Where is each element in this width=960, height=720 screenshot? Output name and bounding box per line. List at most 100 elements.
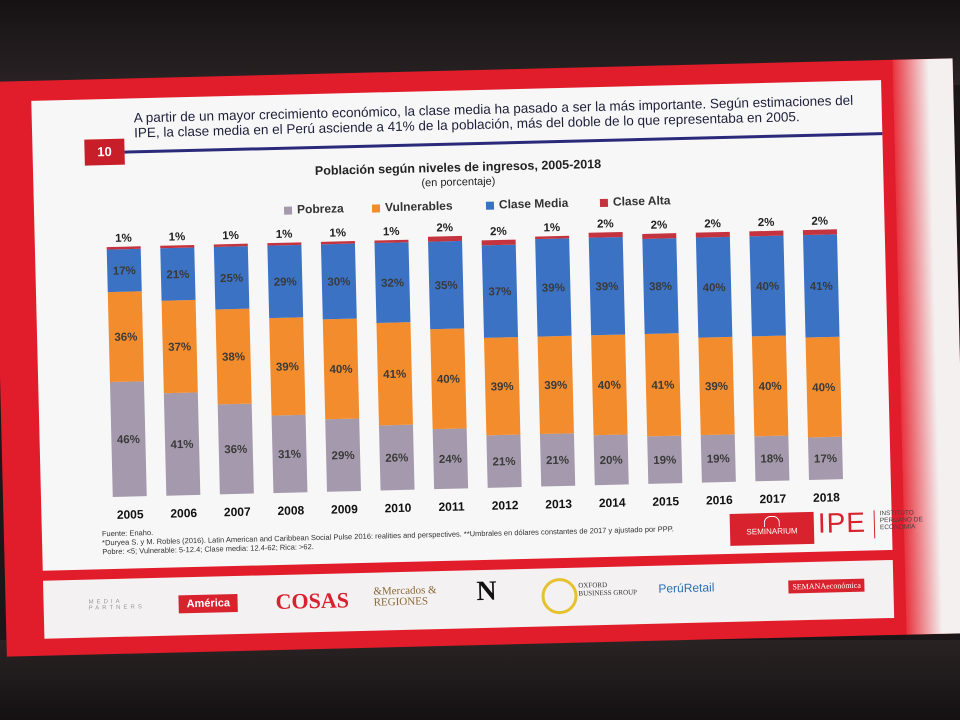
bar-segment-clase-alta-2005: [106, 246, 141, 250]
data-label-clase-alta-2018: 2%: [811, 215, 828, 227]
sponsor-semana-economica: SEMANAeconómica: [788, 578, 865, 594]
bar-segment-vulnerables-2018: [805, 336, 842, 438]
bar-segment-vulnerables-2006: [161, 299, 198, 394]
data-label-pobreza-2011: 24%: [439, 453, 462, 466]
bar-segment-clase-alta-2013: [535, 235, 570, 240]
bar-segment-pobreza-2007: [217, 403, 254, 495]
sponsor-mercados-regiones: &Mercados & REGIONES: [373, 584, 437, 609]
bar-segment-clase-alta-2012: [481, 239, 516, 246]
x-tick-label-2014: 2014: [599, 495, 626, 510]
x-tick-label-2013: 2013: [545, 497, 572, 512]
data-label-clase-media-2007: 25%: [220, 273, 243, 286]
data-label-pobreza-2016: 19%: [707, 453, 730, 466]
ipe-logo: IPE: [817, 506, 867, 539]
bar-segment-clase-media-2010: [374, 242, 411, 324]
data-label-clase-alta-2009: 1%: [329, 227, 346, 239]
data-label-clase-alta-2017: 2%: [758, 217, 775, 229]
x-tick-label-2017: 2017: [759, 492, 786, 507]
data-label-clase-media-2005: 17%: [113, 265, 136, 278]
data-label-vulnerables-2008: 39%: [276, 361, 299, 374]
data-label-vulnerables-2005: 36%: [114, 331, 137, 344]
data-label-clase-alta-2014: 2%: [597, 218, 614, 230]
data-label-clase-media-2018: 41%: [810, 281, 833, 294]
projection-screen: A partir de un mayor crecimiento económi…: [0, 58, 960, 657]
bar-segment-pobreza-2006: [163, 392, 201, 496]
data-label-clase-alta-2015: 2%: [651, 219, 668, 231]
sponsor-n-logo: N: [476, 575, 498, 608]
sponsor-cosas: COSAS: [275, 587, 350, 615]
data-label-clase-media-2010: 32%: [381, 277, 404, 290]
data-label-vulnerables-2018: 40%: [812, 382, 835, 395]
data-label-pobreza-2009: 29%: [331, 450, 354, 463]
sponsor-strip: MEDIA PARTNERS América COSAS &Mercados &…: [43, 559, 895, 639]
data-label-pobreza-2008: 31%: [278, 449, 301, 462]
data-label-vulnerables-2010: 41%: [383, 369, 406, 382]
x-tick-label-2008: 2008: [277, 503, 304, 518]
data-label-clase-alta-2008: 1%: [276, 229, 293, 241]
bar-segment-clase-media-2013: [535, 238, 572, 337]
bar-segment-vulnerables-2012: [484, 337, 521, 436]
x-tick-label-2015: 2015: [652, 494, 679, 509]
x-tick-label-2006: 2006: [170, 506, 197, 521]
bar-segment-pobreza-2015: [647, 435, 683, 484]
bar-segment-vulnerables-2016: [698, 336, 735, 436]
bar-segment-clase-media-2014: [588, 236, 626, 336]
bar-segment-vulnerables-2017: [751, 335, 789, 437]
bar-segment-clase-media-2007: [213, 246, 250, 310]
x-tick-label-2005: 2005: [117, 507, 144, 522]
data-label-clase-alta-2013: 1%: [543, 222, 560, 234]
data-label-clase-alta-2016: 2%: [704, 218, 721, 230]
bar-segment-clase-alta-2017: [749, 230, 784, 237]
data-label-clase-alta-2005: 1%: [115, 232, 132, 244]
seminarium-logo: SEMINARIUM: [729, 511, 815, 546]
sponsor-peru-retail: PerúRetail: [658, 580, 715, 596]
data-label-vulnerables-2006: 37%: [168, 341, 191, 354]
data-label-pobreza-2017: 18%: [760, 453, 783, 466]
data-label-vulnerables-2017: 40%: [758, 381, 781, 394]
bar-segment-clase-alta-2010: [374, 239, 409, 244]
data-label-pobreza-2013: 21%: [546, 455, 569, 468]
x-tick-label-2012: 2012: [492, 498, 519, 513]
bar-segment-clase-media-2012: [481, 244, 518, 338]
bar-segment-clase-media-2005: [106, 248, 142, 293]
bar-segment-pobreza-2008: [271, 414, 308, 494]
data-label-vulnerables-2013: 39%: [544, 380, 567, 393]
data-label-clase-media-2009: 30%: [327, 276, 350, 289]
data-label-clase-media-2017: 40%: [756, 281, 779, 294]
data-label-clase-media-2011: 35%: [434, 280, 457, 293]
data-label-pobreza-2010: 26%: [385, 452, 408, 465]
stacked-bar-chart: 46% 36% 17% 1% 2005 41% 37% 21% 1% 2006 36% 38% 25% 1…: [106, 215, 843, 522]
bar-segment-clase-media-2018: [803, 234, 840, 338]
bar-segment-pobreza-2011: [432, 428, 469, 490]
x-tick-label-2010: 2010: [384, 501, 411, 516]
bar-segment-pobreza-2005: [109, 381, 147, 498]
bar-segment-clase-media-2006: [160, 247, 196, 301]
bar-segment-clase-media-2008: [267, 244, 304, 319]
bar-segment-clase-media-2017: [749, 235, 786, 337]
data-label-pobreza-2007: 36%: [224, 444, 247, 457]
bar-segment-vulnerables-2009: [322, 318, 360, 420]
bar-segment-vulnerables-2005: [107, 291, 144, 383]
bar-segment-clase-media-2015: [642, 238, 679, 334]
data-label-clase-media-2006: 21%: [166, 269, 189, 282]
bar-segment-clase-alta-2006: [160, 244, 195, 249]
bar-segment-pobreza-2016: [700, 434, 736, 483]
data-label-vulnerables-2012: 39%: [491, 381, 514, 394]
data-label-vulnerables-2009: 40%: [329, 364, 352, 377]
bar-segment-vulnerables-2011: [430, 328, 467, 430]
data-label-clase-media-2013: 39%: [542, 282, 565, 295]
bar-segment-vulnerables-2013: [537, 335, 574, 435]
data-label-vulnerables-2016: 39%: [705, 381, 728, 394]
bar-segment-clase-alta-2014: [588, 231, 623, 238]
data-label-clase-media-2016: 40%: [702, 282, 725, 295]
data-label-clase-media-2008: 29%: [274, 276, 297, 289]
seminarium-icon: [763, 515, 780, 528]
data-label-vulnerables-2011: 40%: [437, 373, 460, 386]
bar-segment-clase-alta-2008: [267, 242, 302, 246]
data-label-clase-alta-2012: 2%: [490, 226, 507, 238]
data-label-vulnerables-2014: 40%: [598, 380, 621, 393]
bar-segment-pobreza-2013: [539, 433, 576, 487]
bar-segment-pobreza-2010: [378, 424, 415, 491]
room-floor: [0, 640, 960, 720]
data-label-pobreza-2018: 17%: [814, 453, 837, 466]
